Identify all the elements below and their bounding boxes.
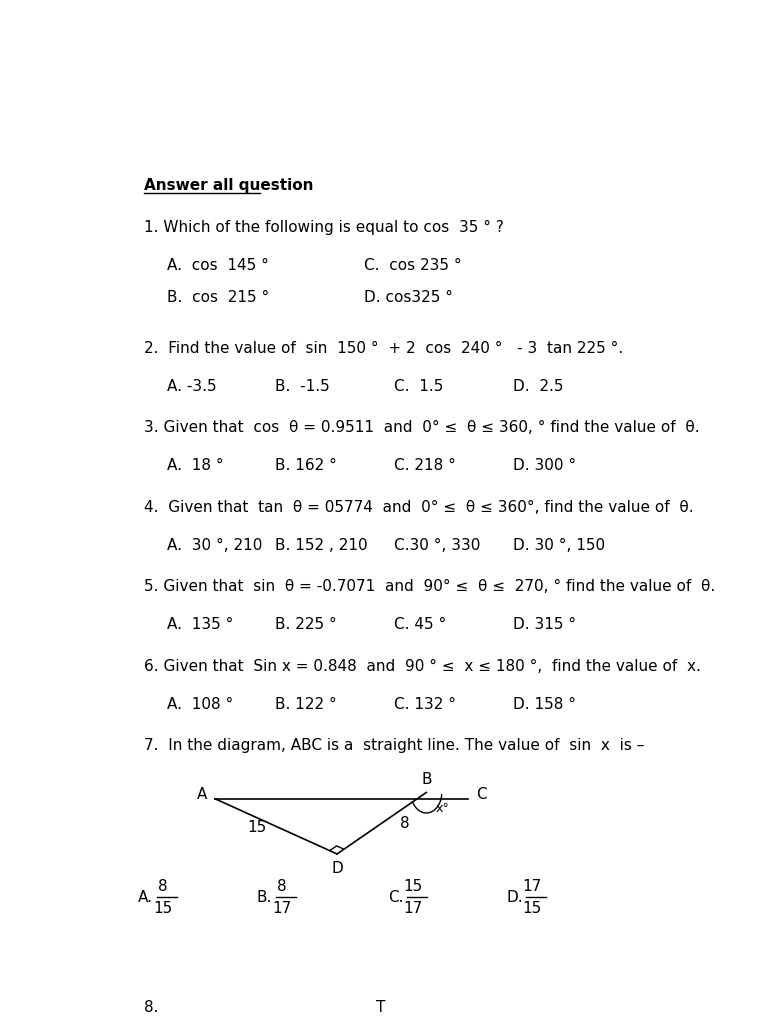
Text: D. 158 °: D. 158 °: [513, 696, 576, 712]
Text: 8: 8: [399, 816, 409, 830]
Text: 2.  Find the value of  sin  150 °  + 2  cos  240 °   - 3  tan 225 °.: 2. Find the value of sin 150 ° + 2 cos 2…: [144, 341, 623, 355]
Text: A: A: [197, 786, 207, 802]
Text: 4.  Given that  tan  θ = 05774  and  0° ≤  θ ≤ 360°, find the value of  θ.: 4. Given that tan θ = 05774 and 0° ≤ θ ≤…: [144, 500, 694, 515]
Text: D: D: [331, 860, 343, 876]
Text: 17: 17: [272, 901, 291, 915]
Text: B. 162 °: B. 162 °: [275, 458, 336, 473]
Text: B.  cos  215 °: B. cos 215 °: [167, 290, 270, 305]
Text: D.  2.5: D. 2.5: [513, 379, 563, 393]
Text: C: C: [476, 786, 486, 802]
Text: 15: 15: [522, 901, 541, 915]
Text: C.30 °, 330: C.30 °, 330: [393, 538, 480, 553]
Text: B.  -1.5: B. -1.5: [275, 379, 329, 393]
Text: 7.  In the diagram, ABC is a  straight line. The value of  sin  x  is –: 7. In the diagram, ABC is a straight lin…: [144, 738, 644, 754]
Text: D.: D.: [507, 890, 523, 905]
Text: C. 132 °: C. 132 °: [393, 696, 455, 712]
Text: 8: 8: [158, 879, 167, 894]
Text: T: T: [376, 999, 385, 1015]
Text: 6. Given that  Sin x = 0.848  and  90 ° ≤  x ≤ 180 °,  find the value of  x.: 6. Given that Sin x = 0.848 and 90 ° ≤ x…: [144, 658, 700, 674]
Text: 17: 17: [403, 901, 422, 915]
Text: 15: 15: [403, 879, 422, 894]
Text: 3. Given that  cos  θ = 0.9511  and  0° ≤  θ ≤ 360, ° find the value of  θ.: 3. Given that cos θ = 0.9511 and 0° ≤ θ …: [144, 420, 699, 435]
Text: 15: 15: [247, 820, 266, 836]
Text: x°: x°: [436, 802, 449, 815]
Text: C.  1.5: C. 1.5: [393, 379, 443, 393]
Text: Answer all question: Answer all question: [144, 178, 313, 194]
Text: A.  30 °, 210: A. 30 °, 210: [167, 538, 263, 553]
Text: A.: A.: [137, 890, 153, 905]
Text: A.  108 °: A. 108 °: [167, 696, 233, 712]
Text: A.  18 °: A. 18 °: [167, 458, 224, 473]
Text: 1. Which of the following is equal to cos  35 ° ?: 1. Which of the following is equal to co…: [144, 220, 504, 234]
Text: C. 45 °: C. 45 °: [393, 617, 446, 632]
Text: C. 218 °: C. 218 °: [393, 458, 455, 473]
Text: D. 315 °: D. 315 °: [513, 617, 576, 632]
Text: D. cos325 °: D. cos325 °: [364, 290, 453, 305]
Text: A.  cos  145 °: A. cos 145 °: [167, 258, 270, 272]
Text: C.  cos 235 °: C. cos 235 °: [364, 258, 462, 272]
Text: A. -3.5: A. -3.5: [167, 379, 217, 393]
Text: D. 30 °, 150: D. 30 °, 150: [513, 538, 604, 553]
Text: A.  135 °: A. 135 °: [167, 617, 233, 632]
Text: B. 122 °: B. 122 °: [275, 696, 336, 712]
Text: B. 152 , 210: B. 152 , 210: [275, 538, 367, 553]
Text: 15: 15: [153, 901, 172, 915]
Text: D. 300 °: D. 300 °: [513, 458, 576, 473]
Text: 8.: 8.: [144, 999, 158, 1015]
Text: B: B: [421, 772, 432, 787]
Text: 8: 8: [277, 879, 286, 894]
Text: 17: 17: [522, 879, 541, 894]
Text: 5. Given that  sin  θ = -0.7071  and  90° ≤  θ ≤  270, ° find the value of  θ.: 5. Given that sin θ = -0.7071 and 90° ≤ …: [144, 580, 715, 594]
Text: B.: B.: [257, 890, 272, 905]
Text: B. 225 °: B. 225 °: [275, 617, 336, 632]
Text: C.: C.: [388, 890, 403, 905]
